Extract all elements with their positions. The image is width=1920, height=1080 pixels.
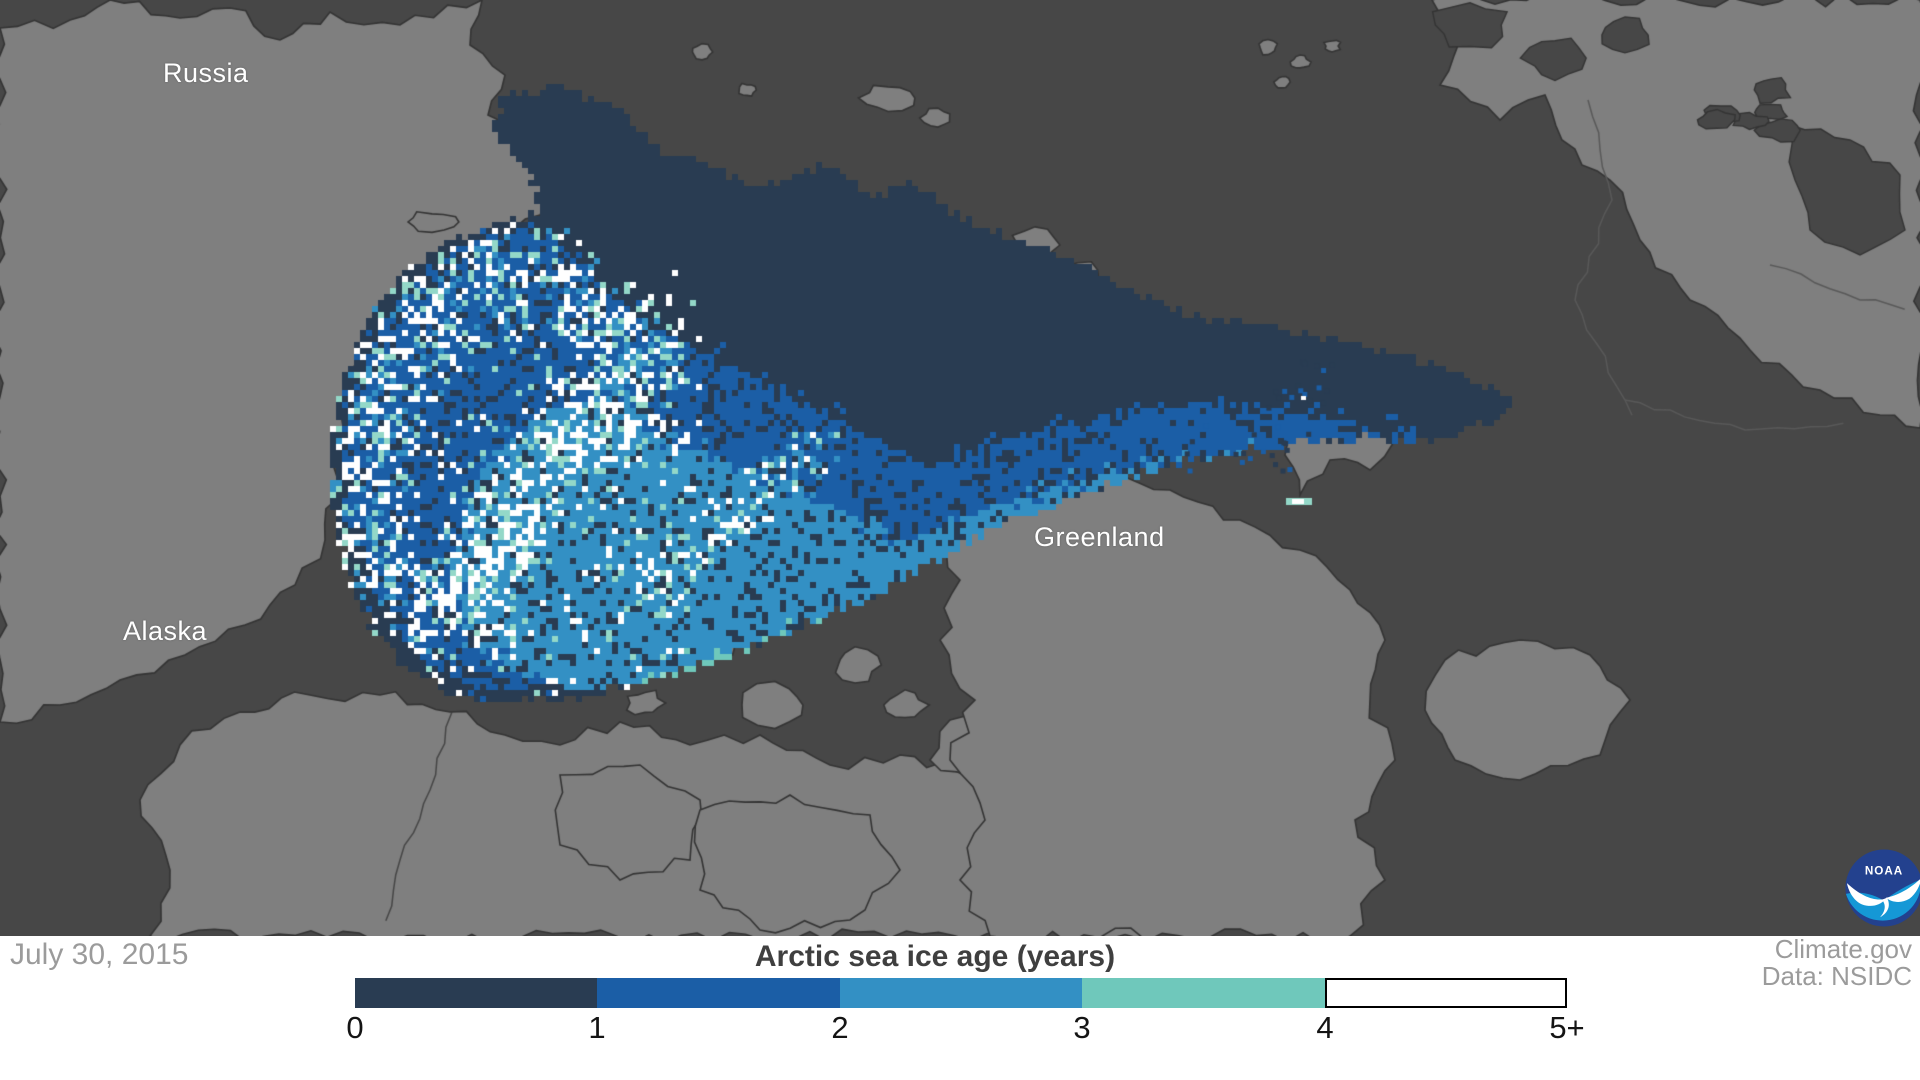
legend-segment-0-1 xyxy=(355,978,598,1008)
map-label-greenland: Greenland xyxy=(1034,522,1165,552)
noaa-logo-text: NOAA xyxy=(1865,864,1903,877)
legend-segment-2-3 xyxy=(839,978,1083,1008)
attribution-provider: Climate.gov xyxy=(1774,934,1912,964)
legend-tick-0: 0 xyxy=(346,1010,364,1045)
attribution-source: Data: NSIDC xyxy=(1761,961,1912,991)
noaa-logo: NOAA xyxy=(1845,849,1920,927)
footer-band: July 30, 2015 Arctic sea ice age (years)… xyxy=(0,936,1920,1080)
legend-segment-3-4 xyxy=(1082,978,1325,1008)
color-legend-bar xyxy=(355,978,1568,1008)
legend-segment-1-2 xyxy=(597,978,840,1008)
attribution: Climate.gov Data: NSIDC xyxy=(1762,936,1912,990)
legend-tick-2: 2 xyxy=(831,1010,849,1045)
noaa-gull-body-icon xyxy=(1880,897,1889,918)
legend-tick-3: 3 xyxy=(1073,1010,1091,1045)
legend-title: Arctic sea ice age (years) xyxy=(754,940,1116,973)
legend-tick-4: 4 xyxy=(1316,1010,1334,1045)
noaa-gull-left-wing-icon xyxy=(1846,883,1886,906)
sea-ice-map-canvas xyxy=(0,0,1920,936)
legend-tick-5plus: 5+ xyxy=(1549,1010,1585,1045)
map-label-russia: Russia xyxy=(163,58,249,88)
map-label-alaska: Alaska xyxy=(123,616,208,646)
legend-segment-4-5plus xyxy=(1324,978,1568,1008)
arctic-map: Russia Alaska Greenland NOAA xyxy=(0,0,1920,936)
noaa-gull-right-wing-icon xyxy=(1885,879,1920,902)
legend-tick-1: 1 xyxy=(588,1010,606,1045)
date-label: July 30, 2015 xyxy=(10,938,189,971)
